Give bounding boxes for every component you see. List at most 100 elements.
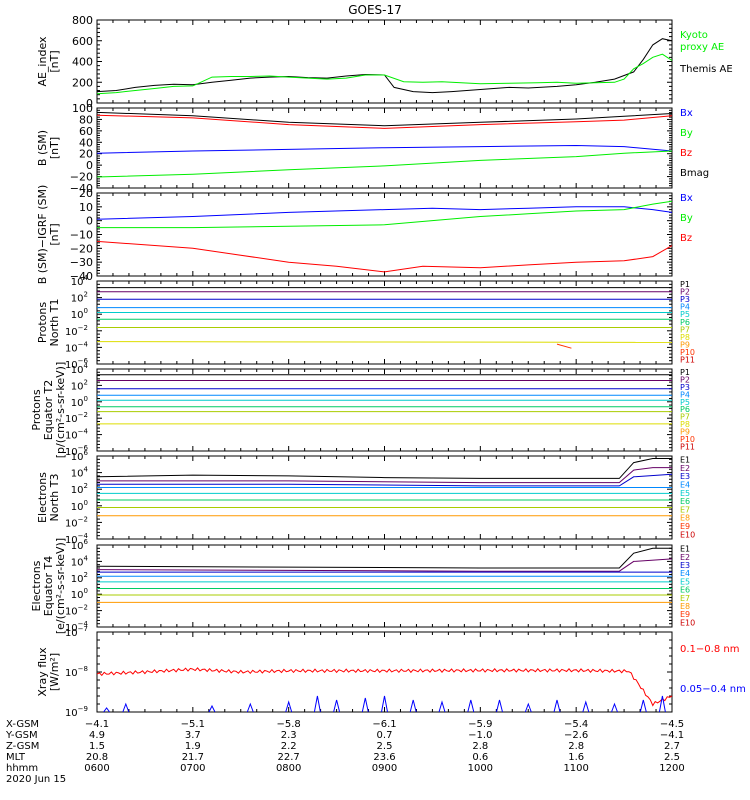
legend-label-ee-6: E6: [680, 586, 690, 595]
xray-short-spike: [208, 704, 216, 712]
legend-label-pn-7: P7: [680, 325, 690, 334]
series-line-pn-8: [97, 341, 672, 343]
y-axis-label: Protons: [36, 302, 49, 343]
y-tick-exponent: −6: [78, 357, 89, 365]
y-tick-label: −10: [70, 229, 93, 242]
y-tick-exponent: −2: [78, 604, 88, 612]
footer-value: 2.8: [568, 741, 584, 752]
series-line-pn-9: [556, 343, 572, 349]
y-tick-label: −40: [70, 270, 93, 283]
legend-label-pn-5: P5: [680, 310, 690, 319]
legend-label-ee-1: E1: [680, 545, 690, 554]
legend-label-pe-2: P2: [680, 375, 690, 384]
legend-label-bigrf-1: Bx: [680, 193, 693, 204]
legend-label-ee-4: E4: [680, 569, 690, 578]
y-tick-exponent: 4: [84, 274, 89, 282]
y-tick-label: 106: [71, 449, 89, 463]
y-tick-label: 40: [79, 136, 93, 149]
series-line-bsm-2: [97, 114, 672, 129]
y-tick-label: 102: [71, 482, 88, 496]
y-tick-label: 104: [71, 362, 89, 376]
y-tick-label: −30: [70, 256, 93, 269]
y-tick-exponent: −4: [78, 428, 89, 436]
legend-label-en-2: E2: [680, 464, 690, 473]
series-group: [97, 111, 672, 178]
xray-short-spike: [361, 697, 369, 712]
legend-label-pe-10: P10: [680, 435, 695, 444]
xray-short-spike: [524, 702, 532, 712]
footer-row-label: hhmm: [6, 763, 38, 774]
footer-value: −6.1: [372, 719, 396, 730]
footer-value: 23.6: [373, 752, 395, 763]
y-tick-label: 100: [71, 499, 88, 513]
series-line-ee-1: [97, 547, 672, 569]
series-line-en-2: [97, 467, 672, 484]
y-tick-label: −40: [70, 182, 93, 195]
footer-value: 1200: [659, 763, 684, 774]
y-tick-label: 102: [71, 571, 88, 585]
series-group: [97, 200, 672, 273]
xray-short-spike: [467, 699, 475, 712]
y-tick-exponent: −4: [78, 532, 89, 540]
legend-label-pn-11: P11: [680, 355, 695, 364]
y-tick-exponent: −2: [78, 515, 88, 523]
panel-frame: [96, 455, 673, 540]
legend-label-pn-6: P6: [680, 318, 690, 327]
y-axis-label: Xray flux: [36, 647, 49, 697]
legend-label-ee-3: E3: [680, 561, 690, 570]
footer-value: 2.5: [664, 752, 680, 763]
xray-short-spike: [496, 699, 503, 712]
xray-short-spike: [333, 699, 341, 712]
y-axis-label: B (SM): [36, 130, 49, 166]
y-axis-label: [nT]: [48, 223, 61, 245]
y-tick-exponent: 6: [84, 538, 89, 546]
y-axis-label: Electrons: [30, 560, 43, 611]
xray-short-spike: [122, 702, 130, 712]
series-line-ae-2: [97, 53, 672, 95]
series-line-xray-1: [97, 667, 672, 707]
legend-label-en-8: E8: [680, 514, 690, 523]
series-group: [97, 38, 672, 95]
y-tick-exponent: 4: [84, 554, 89, 562]
footer-value: 1100: [563, 763, 588, 774]
y-tick-exponent: 0: [84, 307, 88, 315]
footer-value: −5.8: [277, 719, 301, 730]
series-line-en-3: [97, 473, 672, 487]
series-line-bsm-4: [97, 150, 672, 178]
y-tick-exponent: −9: [78, 705, 88, 713]
y-axis-label: [nT]: [48, 50, 61, 72]
y-tick-exponent: 4: [84, 362, 89, 370]
panel-frame: [96, 368, 673, 452]
footer-value: 2.2: [281, 741, 297, 752]
footer-value: 0600: [84, 763, 109, 774]
footer-row-label: Z-GSM: [6, 741, 39, 752]
footer-value: −1.0: [468, 730, 492, 741]
series-line-bsm-3: [97, 144, 672, 154]
footer-value: 2.3: [281, 730, 297, 741]
y-tick-exponent: −2: [78, 324, 88, 332]
legend-label-en-4: E4: [680, 481, 690, 490]
y-tick-label: 10−2: [65, 604, 88, 618]
footer-value: 0900: [372, 763, 397, 774]
y-tick-exponent: 2: [84, 291, 88, 299]
legend-label-pe-8: P8: [680, 420, 690, 429]
legend-label-en-1: E1: [680, 456, 690, 465]
xray-short-spike: [438, 700, 446, 712]
y-tick-exponent: −6: [78, 444, 89, 452]
footer-value: 1.5: [89, 741, 105, 752]
series-group: [97, 667, 672, 712]
legend-label-pe-11: P11: [680, 443, 695, 452]
figure-title: GOES-17: [348, 3, 402, 17]
legend-label-ae-1: Kyoto: [680, 30, 708, 41]
y-axis-label: Equator T4: [42, 556, 55, 616]
series-line-en-1: [97, 458, 672, 479]
footer-value: 0.6: [472, 752, 488, 763]
legend-label-en-6: E6: [680, 497, 690, 506]
legend-label-ae-3: Themis AE: [679, 64, 733, 75]
series-line-ee-2: [97, 558, 672, 572]
footer-value: 2.5: [377, 741, 393, 752]
y-tick-exponent: 0: [84, 499, 88, 507]
y-tick-label: 100: [72, 102, 93, 115]
y-tick-label: 10−4: [65, 340, 89, 354]
